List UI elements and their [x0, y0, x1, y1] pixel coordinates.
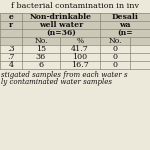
Text: 15: 15: [36, 45, 46, 53]
Text: 6: 6: [38, 61, 43, 69]
Text: %: %: [76, 37, 84, 45]
Text: 36: 36: [36, 53, 46, 61]
Text: No.: No.: [34, 37, 48, 45]
Text: No.: No.: [108, 37, 122, 45]
Bar: [0, 13, 150, 37]
Text: .7: .7: [7, 53, 15, 61]
Text: 41.7: 41.7: [71, 45, 89, 53]
Bar: [0, 37, 150, 45]
Text: 100: 100: [72, 53, 88, 61]
Text: (n=: (n=: [117, 29, 133, 37]
Text: Non-drinkable: Non-drinkable: [30, 13, 92, 21]
Text: r: r: [9, 21, 13, 29]
Text: 4: 4: [8, 61, 14, 69]
Text: wa: wa: [119, 21, 131, 29]
Text: 0: 0: [112, 53, 117, 61]
Text: 0: 0: [112, 45, 117, 53]
Text: 16.7: 16.7: [71, 61, 89, 69]
Text: well water: well water: [39, 21, 83, 29]
Text: Desali: Desali: [112, 13, 138, 21]
Text: ly contaminated water samples: ly contaminated water samples: [1, 78, 112, 86]
Text: (n=36): (n=36): [46, 29, 76, 37]
Text: e: e: [9, 13, 14, 21]
Text: stigated samples from each water s: stigated samples from each water s: [1, 71, 128, 79]
Text: 0: 0: [112, 61, 117, 69]
Bar: [0, 45, 150, 69]
Text: f bacterial contamination in inv: f bacterial contamination in inv: [11, 2, 139, 10]
Text: .3: .3: [7, 45, 15, 53]
